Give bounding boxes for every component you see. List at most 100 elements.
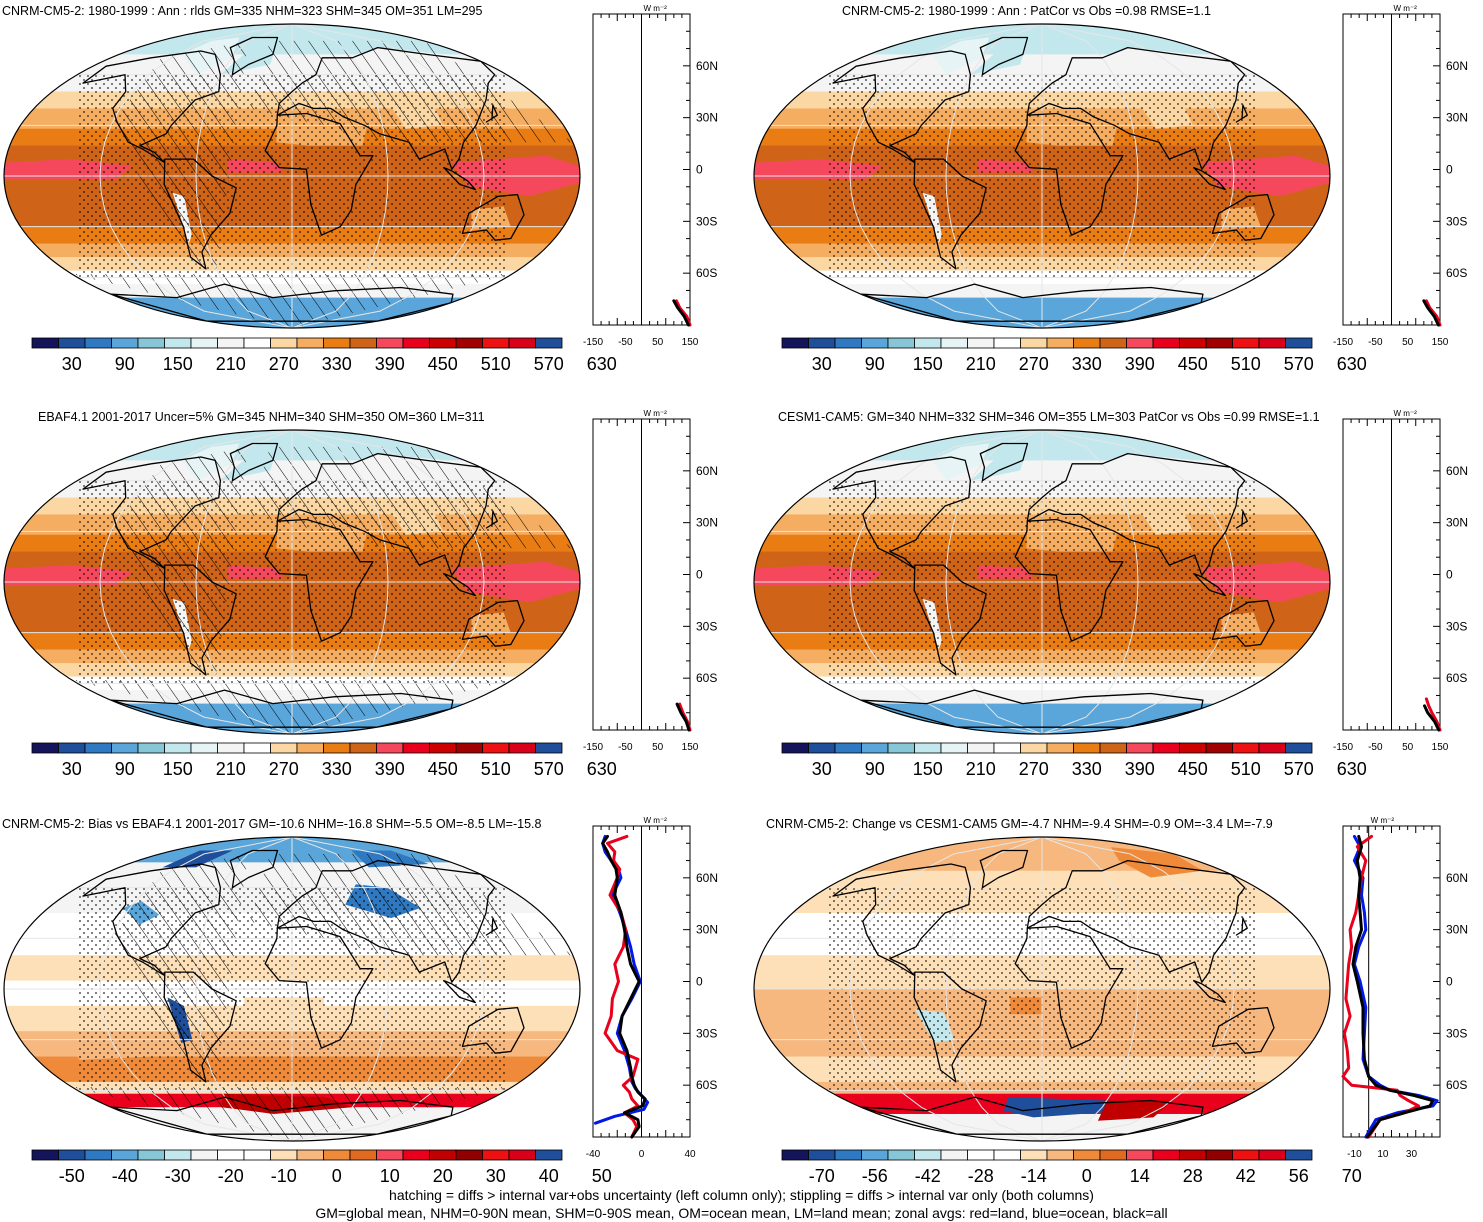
zonal-mean-plot: -150 -50 50 150 60N 30N 0 30S 60S W m⁻² <box>1333 4 1468 348</box>
colorbar-swatch <box>993 1149 1021 1161</box>
lat-tick-label: 60N <box>696 59 718 73</box>
colorbar-swatch <box>808 1149 836 1161</box>
coastline <box>1235 917 1248 936</box>
colorbar-swatch <box>1205 742 1233 754</box>
coastline <box>82 50 222 164</box>
lat-tick-label: 30N <box>696 111 718 125</box>
colorbar-swatch <box>164 742 192 754</box>
colorbar-tick-label: 150 <box>163 759 193 779</box>
colorbar-swatch <box>296 337 324 349</box>
colorbar-tick-label: 42 <box>1236 1166 1256 1186</box>
x-tick-label: 150 <box>682 337 699 348</box>
coastline <box>913 158 987 270</box>
x-tick-label: -50 <box>1368 742 1383 753</box>
zonal-line-land <box>1424 299 1442 327</box>
colorbar-swatch <box>1232 1149 1260 1161</box>
colorbar-swatch <box>781 337 809 349</box>
map-border <box>753 429 1331 735</box>
colorbar-swatch <box>781 1149 809 1161</box>
coastline <box>832 456 972 570</box>
colorbar-swatch <box>1232 337 1260 349</box>
colorbar-swatch <box>1020 742 1048 754</box>
colorbar-swatch <box>455 337 483 349</box>
global-map <box>3 836 581 1142</box>
colorbar-tick-label: 0 <box>332 1166 342 1186</box>
coastline <box>1026 452 1246 576</box>
colorbar-tick-label: 510 <box>1231 354 1261 374</box>
map-border <box>3 836 581 1142</box>
colorbar-swatch <box>861 1149 889 1161</box>
lat-tick-label: 30S <box>1446 619 1467 633</box>
colorbar-swatch <box>1152 742 1180 754</box>
colorbar-tick-label: 30 <box>486 1166 506 1186</box>
zonal-mean-plot: -150 -50 50 150 60N 30N 0 30S 60S W m⁻² <box>583 4 718 348</box>
colorbar-tick-label: 270 <box>1019 759 1049 779</box>
coastline <box>264 518 374 642</box>
global-map <box>753 23 1331 329</box>
lat-tick-label: 30S <box>1446 1026 1467 1040</box>
panel-title: CNRM-CM5-2: 1980-1999 : Ann : PatCor vs … <box>842 4 1211 18</box>
colorbar-swatch <box>111 1149 139 1161</box>
lat-tick-label: 60N <box>1446 59 1468 73</box>
colorbar-tick-label: 0 <box>1082 1166 1092 1186</box>
coastline <box>229 442 279 482</box>
colorbar-swatch <box>834 742 862 754</box>
colorbar-tick-label: 10 <box>380 1166 400 1186</box>
colorbar-swatch <box>137 337 165 349</box>
colorbar-swatch <box>190 742 218 754</box>
x-tick-label: 50 <box>652 742 664 753</box>
colorbar-swatch <box>1126 337 1154 349</box>
colorbar-tick-label: 270 <box>1019 354 1049 374</box>
lat-tick-label: 30N <box>1446 111 1468 125</box>
zonal-line-ocean <box>1352 834 1439 1139</box>
colorbar-swatch <box>1099 337 1127 349</box>
colorbar-swatch <box>1205 1149 1233 1161</box>
units-label: W m⁻² <box>644 4 668 13</box>
colorbar-tick-label: -42 <box>915 1166 941 1186</box>
colorbar-swatch <box>349 337 377 349</box>
colorbar: -70 -56 -42 -28 -14 0 14 28 42 56 70 <box>781 1149 1362 1186</box>
colorbar-swatch <box>1126 1149 1154 1161</box>
coastline <box>110 283 454 322</box>
colorbar-swatch <box>1020 337 1048 349</box>
x-tick-label: 150 <box>1432 337 1449 348</box>
lat-tick-label: 0 <box>696 163 703 177</box>
colorbar-tick-label: 90 <box>865 759 885 779</box>
colorbar-swatch <box>834 1149 862 1161</box>
x-tick-label: -150 <box>1333 742 1353 753</box>
coastline <box>860 1096 1204 1135</box>
colorbar-tick-label: 270 <box>269 354 299 374</box>
coastline <box>110 1096 454 1135</box>
colorbar-swatch <box>1046 1149 1074 1161</box>
map-field <box>4 430 580 734</box>
panel-title: EBAF4.1 2001-2017 Uncer=5% GM=345 NHM=34… <box>38 410 485 424</box>
contour-patch <box>931 37 990 75</box>
lat-tick-label: 60S <box>1446 266 1467 280</box>
colorbar-swatch <box>1285 337 1313 349</box>
colorbar-swatch <box>429 337 457 349</box>
lat-tick-label: 0 <box>696 975 703 989</box>
colorbar-tick-label: 30 <box>62 759 82 779</box>
coastline <box>485 917 498 936</box>
colorbar-swatch <box>270 742 298 754</box>
coastline <box>1014 518 1124 642</box>
units-label: W m⁻² <box>1394 409 1418 418</box>
zonal-line-land <box>674 299 692 327</box>
map-border <box>753 23 1331 329</box>
coastline <box>1211 193 1275 241</box>
colorbar: 30 90 150 210 270 330 390 450 510 570 630 <box>781 337 1367 374</box>
colorbar-tick-label: 70 <box>1342 1166 1362 1186</box>
map-border <box>3 23 581 329</box>
colorbar-swatch <box>402 1149 430 1161</box>
colorbar-swatch <box>429 1149 457 1161</box>
colorbar-tick-label: 330 <box>322 759 352 779</box>
map-border <box>753 836 1331 1142</box>
footer-line-2: GM=global mean, NHM=0-90N mean, SHM=0-90… <box>315 1205 1168 1221</box>
colorbar-tick-label: 30 <box>812 354 832 374</box>
colorbar-swatch <box>508 742 536 754</box>
colorbar-swatch <box>1152 1149 1180 1161</box>
x-tick-label: -150 <box>583 742 603 753</box>
coastline <box>229 36 279 76</box>
zonal-line-all <box>1423 704 1441 732</box>
colorbar-swatch <box>190 337 218 349</box>
